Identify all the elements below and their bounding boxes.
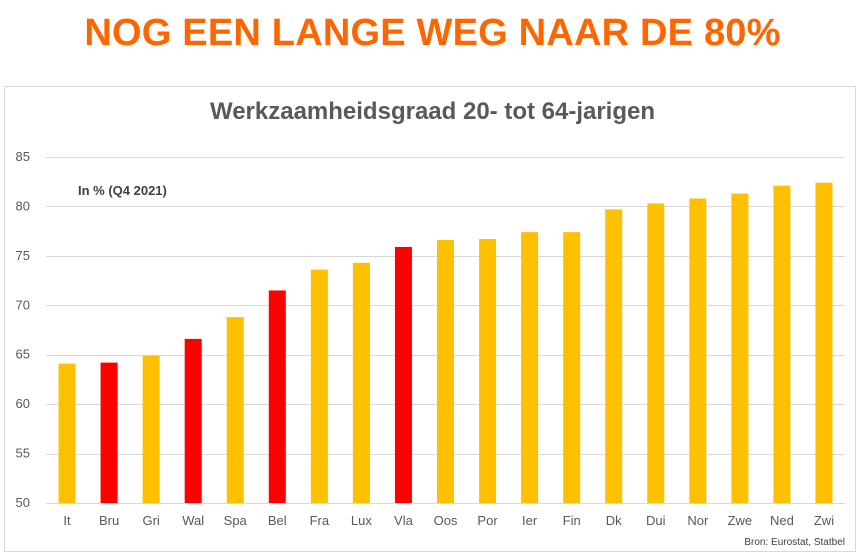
bar-vla [394,246,412,503]
bar-dk [605,209,623,503]
x-tick-label: Nor [687,513,709,528]
bar-fra [310,269,328,503]
x-tick-label: Ier [522,513,538,528]
bar-lux [352,262,370,503]
x-tick-label: Por [477,513,498,528]
bar-fin [563,232,581,504]
bar-nor [689,198,707,503]
x-tick-label: Lux [351,513,372,528]
chart-frame [4,86,856,552]
bar-zwe [731,193,749,503]
y-tick-label: 50 [16,495,30,510]
x-tick-label: Vla [394,513,414,528]
bar-spa [226,317,244,503]
bar-ned [773,185,791,503]
bar-bru [100,362,118,503]
y-tick-label: 85 [16,149,30,164]
bar-ier [521,232,539,504]
y-tick-label: 80 [16,198,30,213]
bar-por [479,239,497,503]
y-tick-label: 55 [16,446,30,461]
bar-gri [142,355,160,503]
source-note: Bron: Eurostat, Statbel [744,537,845,548]
bar-dui [647,203,665,503]
x-tick-label: Wal [182,513,204,528]
y-tick-label: 70 [16,297,30,312]
headline: NOG EEN LANGE WEG NAAR DE 80% [84,12,781,54]
y-tick-label: 75 [16,248,30,263]
x-tick-label: Gri [142,513,159,528]
bar-zwi [815,182,833,503]
x-tick-label: Zwi [814,513,834,528]
x-tick-label: Fin [563,513,581,528]
x-tick-label: Dui [646,513,666,528]
bar-it [58,363,76,503]
x-tick-label: Spa [224,513,248,528]
chart-title: Werkzaamheidsgraad 20- tot 64-jarigen [209,98,656,125]
x-tick-label: It [63,513,71,528]
x-tick-label: Ned [770,513,794,528]
x-tick-label: Oos [434,513,458,528]
bar-wal [184,338,202,503]
x-tick-label: Bel [268,513,287,528]
y-tick-label: 65 [16,347,30,362]
bar-oos [437,240,454,504]
x-tick-label: Bru [99,513,119,528]
x-tick-label: Dk [606,513,622,528]
y-tick-label: 60 [16,396,30,411]
chart-note: In % (Q4 2021) [78,183,167,198]
bar-bel [268,290,286,503]
x-tick-label: Fra [310,513,330,528]
x-tick-label: Zwe [728,513,753,528]
